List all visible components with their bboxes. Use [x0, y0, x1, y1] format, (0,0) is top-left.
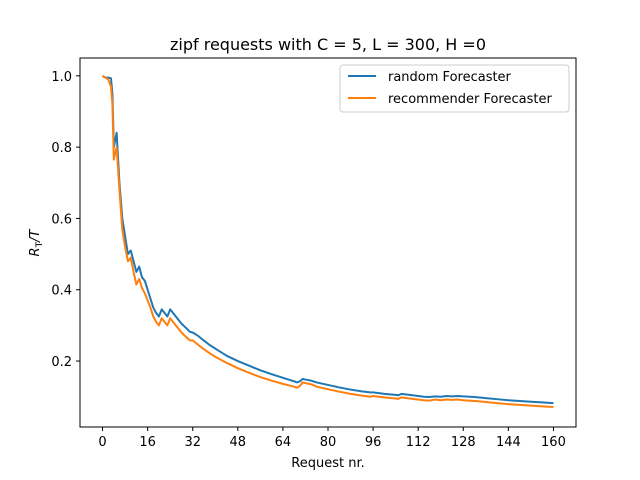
x-tick-label: 112 — [406, 435, 431, 450]
y-tick-label: 0.4 — [51, 284, 72, 299]
x-tick-label: 16 — [139, 435, 156, 450]
x-tick-label: 128 — [451, 435, 476, 450]
x-tick-label: 32 — [184, 435, 201, 450]
y-axis-label-main: R — [28, 247, 43, 256]
y-axis: 0.2 0.4 0.6 0.8 1.0 — [51, 70, 80, 370]
y-tick-label: 0.8 — [51, 141, 72, 156]
x-tick-label: 64 — [275, 435, 292, 450]
legend-label-random: random Forecaster — [388, 70, 512, 85]
y-axis-label-tail: /T — [28, 229, 43, 243]
series-line-random — [102, 74, 554, 405]
series-layer — [102, 74, 554, 409]
y-tick-label: 1.0 — [51, 70, 72, 85]
x-tick-label: 80 — [320, 435, 337, 450]
x-tick-label: 0 — [98, 435, 106, 450]
y-tick-label: 0.2 — [51, 355, 72, 370]
y-axis-label-sub: T — [35, 241, 45, 248]
legend-label-recommender: recommender Forecaster — [388, 92, 552, 107]
y-tick-label: 0.6 — [51, 212, 72, 227]
y-axis-label: RT/T — [28, 229, 45, 257]
x-axis: 0 16 32 48 64 80 96 112 128 144 160 — [98, 427, 566, 450]
series-line-recommender — [102, 74, 554, 409]
legend: random Forecaster recommender Forecaster — [339, 64, 570, 113]
legend-box — [339, 64, 570, 113]
x-tick-label: 144 — [496, 435, 521, 450]
x-tick-label: 96 — [365, 435, 382, 450]
x-tick-label: 48 — [230, 435, 247, 450]
chart-title: zipf requests with C = 5, L = 300, H =0 — [170, 35, 486, 54]
x-tick-label: 160 — [541, 435, 566, 450]
x-axis-label: Request nr. — [291, 456, 364, 471]
